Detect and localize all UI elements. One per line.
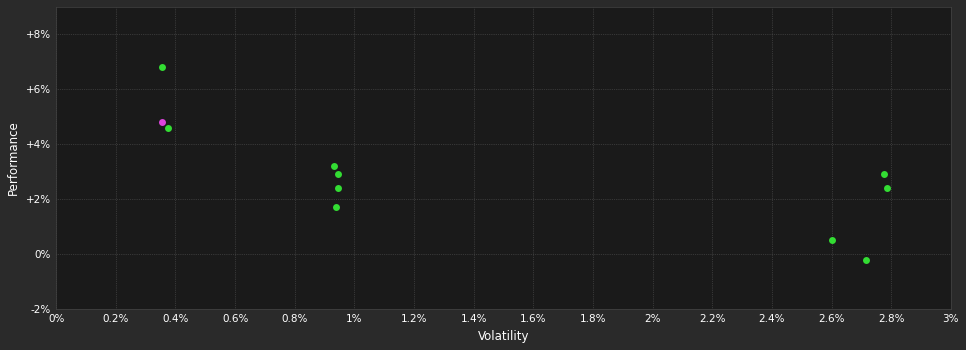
Point bbox=[160, 125, 176, 131]
Point bbox=[330, 186, 346, 191]
Point bbox=[879, 186, 895, 191]
Y-axis label: Performance: Performance bbox=[7, 120, 20, 195]
Point bbox=[858, 257, 873, 262]
Point bbox=[155, 64, 170, 70]
Point bbox=[155, 119, 170, 125]
Point bbox=[824, 238, 839, 243]
Point bbox=[326, 163, 341, 169]
Point bbox=[330, 172, 346, 177]
Point bbox=[876, 172, 892, 177]
Point bbox=[328, 204, 344, 210]
X-axis label: Volatility: Volatility bbox=[478, 330, 529, 343]
